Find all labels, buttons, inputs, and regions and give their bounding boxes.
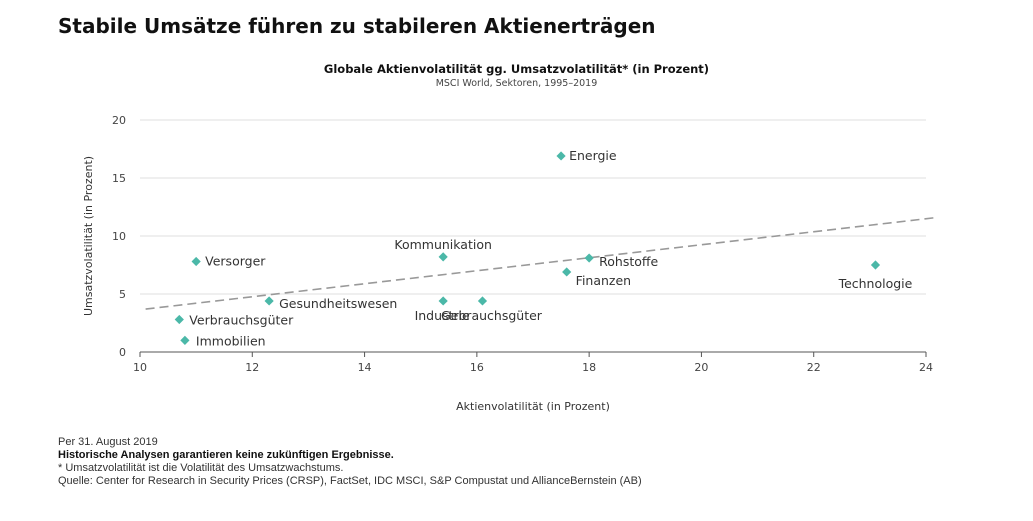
data-point <box>264 296 274 306</box>
data-point <box>180 335 190 345</box>
data-label: Versorger <box>205 254 266 269</box>
data-label: Industrie <box>415 308 470 323</box>
x-tick-label: 20 <box>694 361 708 374</box>
data-label: Energie <box>569 148 617 163</box>
data-point <box>191 256 201 267</box>
data-label: Kommunikation <box>394 237 492 252</box>
data-label: Gebrauchsgüter <box>441 308 543 323</box>
data-label: Verbrauchsgüter <box>189 313 294 328</box>
x-tick-label: 18 <box>582 361 596 374</box>
x-tick-label: 24 <box>919 361 933 374</box>
scatter-chart: 0 5 10 15 20 10 12 14 16 18 20 22 24 Aktienvolatilitä… <box>82 114 938 413</box>
data-point <box>438 296 448 306</box>
data-point <box>174 314 184 325</box>
data-point <box>562 267 572 277</box>
trend-line <box>145 216 938 310</box>
data-point <box>584 253 594 263</box>
x-tick-label: 14 <box>358 361 372 374</box>
chart-title: Globale Aktienvolatilität gg. Umsatzvola… <box>323 62 710 76</box>
footer-disclaimer: Historische Analysen garantieren keine z… <box>58 449 394 461</box>
data-label: Immobilien <box>196 333 266 348</box>
y-axis-title: Umsatzvolatilität (in Prozent) <box>82 156 95 316</box>
data-point <box>870 260 881 270</box>
chart-subtitle: MSCI World, Sektoren, 1995–2019 <box>435 78 598 89</box>
y-tick-label: 15 <box>112 172 126 185</box>
data-label: Rohstoffe <box>599 254 658 269</box>
y-tick-label: 5 <box>119 288 126 301</box>
data-point <box>438 252 448 262</box>
data-label: Finanzen <box>576 273 631 288</box>
data-point <box>556 151 566 161</box>
y-tick-label: 10 <box>112 230 126 243</box>
x-axis-title: Aktienvolatilität (in Prozent) <box>456 400 610 413</box>
x-tick-label: 16 <box>470 361 484 374</box>
page-headline: Stabile Umsätze führen zu stabileren Akt… <box>58 14 656 38</box>
y-tick-label: 0 <box>119 346 126 359</box>
x-tick-label: 12 <box>245 361 259 374</box>
data-point <box>477 296 488 306</box>
data-label: Gesundheitswesen <box>279 296 397 311</box>
x-tick-label: 10 <box>133 361 147 374</box>
footer-date: Per 31. August 2019 <box>58 436 158 448</box>
footer-footnote: * Umsatzvolatilität ist die Volatilität … <box>58 462 344 474</box>
y-tick-label: 20 <box>112 114 126 127</box>
footer: Per 31. August 2019 Historische Analysen… <box>58 436 642 488</box>
x-tick-label: 22 <box>807 361 821 374</box>
data-label: Technologie <box>838 276 913 291</box>
footer-source: Quelle: Center for Research in Security … <box>58 475 642 487</box>
